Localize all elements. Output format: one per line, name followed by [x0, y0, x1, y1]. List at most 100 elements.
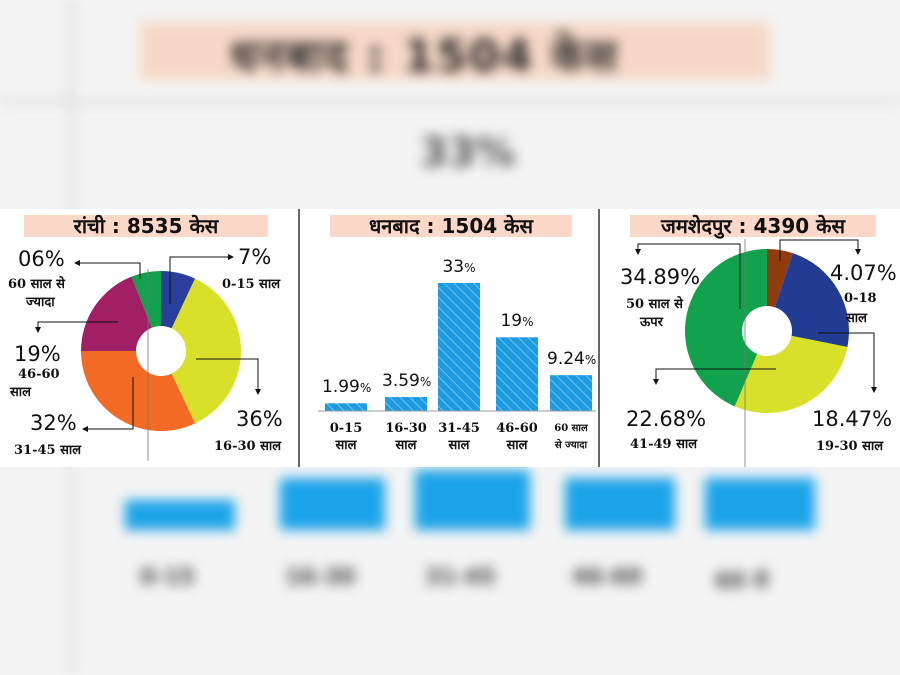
- arrowhead: [228, 254, 234, 260]
- pie-slice: [161, 278, 242, 424]
- slice-label: 0-15 साल: [222, 277, 281, 292]
- arrowhead: [855, 249, 861, 255]
- leader-line: [655, 368, 776, 381]
- bar-value-label: 19%: [493, 311, 541, 331]
- bar-value-number: 1.99: [322, 377, 360, 398]
- slice-value: 34.89%: [620, 265, 701, 289]
- category-label: 0-15: [329, 421, 363, 436]
- bar-value-number: 33: [442, 257, 465, 277]
- arrowhead: [74, 260, 80, 266]
- panel-divider: [598, 209, 600, 467]
- bar-value-label: 3.59%: [382, 371, 432, 392]
- slice-value: 19%: [14, 342, 61, 366]
- slice-value: 36%: [236, 407, 283, 431]
- slice-value: 4.07%: [830, 261, 897, 285]
- arrowhead: [653, 379, 659, 385]
- background-label: 31-45: [425, 565, 496, 590]
- bar-value-number: 3.59: [382, 371, 420, 392]
- bar-value-number: 19: [500, 311, 523, 332]
- slice-value: 22.68%: [626, 407, 707, 431]
- jamshedpur-pie-chart: [635, 239, 877, 467]
- arrowhead: [871, 387, 877, 393]
- category-label: साल: [395, 438, 417, 453]
- leader-line: [818, 332, 875, 389]
- dhanbad-bar-chart: [318, 283, 596, 412]
- slice-label: 60 साल से: [8, 277, 65, 292]
- slice-value: 7%: [238, 245, 272, 269]
- bar-value-label: 1.99%: [322, 377, 372, 398]
- pie-hole: [742, 306, 792, 356]
- ranchi-panel: रांची : 8535 केस 7% 0-15 साल 36% 16-30 स…: [0, 209, 298, 467]
- ranchi-title: रांची : 8535 केस: [24, 215, 268, 237]
- background-rule: [0, 100, 900, 103]
- arrowhead: [255, 389, 261, 395]
- slice-label: 31-45 साल: [14, 443, 82, 458]
- bar-value-label: 33%: [435, 257, 483, 277]
- background-bar: [125, 500, 235, 530]
- slice-label: 19-30 साल: [816, 439, 884, 454]
- panel-divider: [298, 209, 300, 467]
- leader-line: [169, 256, 230, 304]
- leader-line: [78, 262, 141, 279]
- leader-line: [196, 358, 259, 391]
- background-banner: धनबाद : 1504 केस: [140, 22, 770, 82]
- bar-value-unit: %: [359, 381, 372, 396]
- pie-hole: [136, 326, 186, 376]
- bar-value-unit: %: [464, 261, 476, 275]
- leader-line: [37, 321, 118, 329]
- background-label: 60 से: [715, 569, 769, 594]
- category-label: साल: [448, 438, 470, 453]
- slice-label: 46-60: [18, 367, 60, 382]
- slice-label: 50 साल से: [626, 297, 683, 312]
- background-bar: [565, 478, 675, 530]
- bar: [385, 397, 427, 411]
- bar: [325, 403, 367, 411]
- category-label: 60 साल: [554, 423, 588, 434]
- slice-label: 16-30 साल: [214, 439, 282, 454]
- slice-value: 32%: [30, 411, 77, 435]
- bar: [496, 337, 538, 411]
- category-label: 16-30: [385, 421, 427, 436]
- background-label: 0-15: [140, 565, 196, 590]
- background-bar: [415, 470, 530, 530]
- category-label: से ज्यादा: [554, 440, 588, 451]
- bar: [438, 283, 480, 411]
- dhanbad-title: धनबाद : 1504 केस: [330, 215, 572, 237]
- bar-value-number: 9.24: [547, 349, 585, 370]
- slice-label: साल: [846, 311, 867, 326]
- leader-line: [637, 243, 741, 309]
- dhanbad-panel: धनबाद : 1504 केस 1.99% 0-15 साल 3.59% 16-30 स…: [300, 209, 598, 467]
- category-label: 46-60: [496, 421, 538, 436]
- background-label: 46-60: [572, 565, 643, 590]
- bar-value-unit: %: [584, 353, 597, 368]
- slice-label: साल: [10, 385, 31, 400]
- ranchi-pie-chart: [35, 254, 261, 461]
- category-label: साल: [335, 438, 357, 453]
- category-label: साल: [506, 438, 528, 453]
- bar-value-label: 9.24%: [547, 349, 597, 370]
- bar-value-unit: %: [419, 375, 432, 390]
- arrowhead: [635, 249, 641, 255]
- pie-slice: [81, 276, 161, 351]
- slice-label: ज्यादा: [26, 295, 55, 310]
- slice-label: 0-18: [844, 291, 877, 306]
- slice-label: ऊपर: [640, 315, 663, 330]
- background-label: 16-30: [285, 565, 356, 590]
- jamshedpur-panel: जमशेदपुर : 4390 केस 4.07% 0-18 साल 18.47…: [600, 209, 900, 467]
- slice-value: 06%: [18, 247, 65, 271]
- pie-slice: [685, 249, 767, 407]
- leader-line: [779, 239, 859, 261]
- jamshedpur-title: जमशेदपुर : 4390 केस: [630, 215, 876, 237]
- category-label: 31-45: [438, 421, 480, 436]
- background-bar: [705, 478, 815, 530]
- slice-label: 41-49 साल: [630, 437, 698, 452]
- bar: [550, 375, 592, 411]
- leader-line: [86, 377, 134, 430]
- arrowhead: [82, 426, 88, 432]
- arrowhead: [35, 327, 41, 333]
- background-value: 33%: [420, 130, 516, 176]
- slice-value: 18.47%: [812, 407, 893, 431]
- bar-value-unit: %: [522, 315, 534, 330]
- background-bar: [280, 478, 385, 530]
